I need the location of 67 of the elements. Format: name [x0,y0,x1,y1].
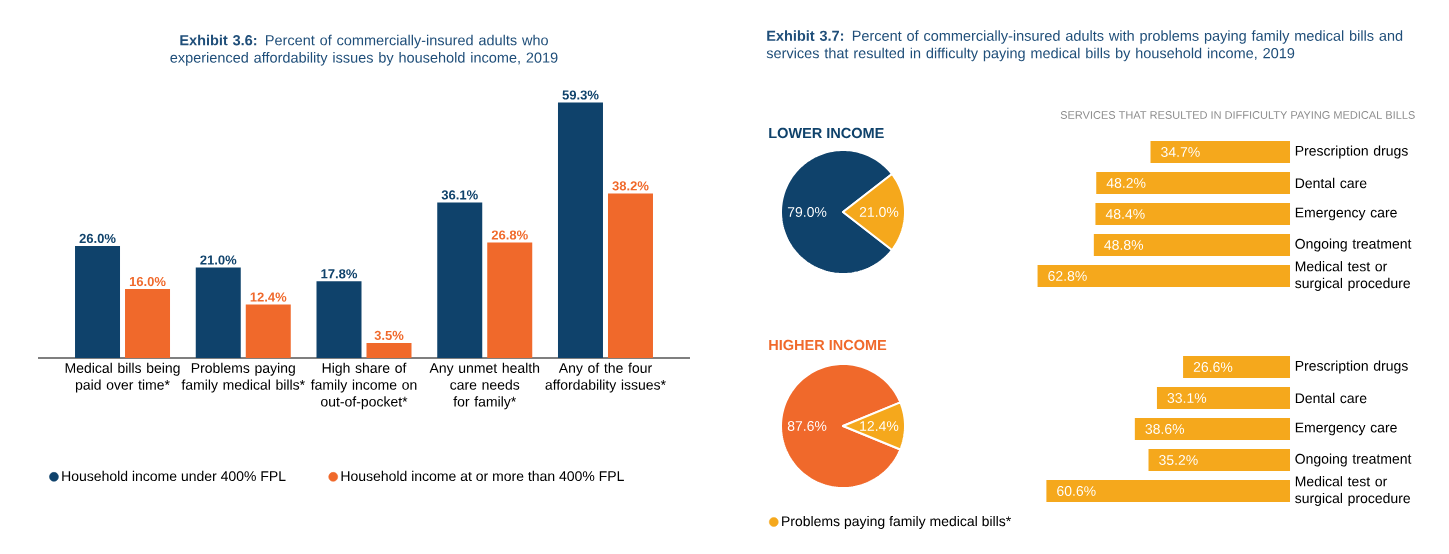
data-label: 48.8% [1104,240,1144,250]
x-tick-label: Any of the four affordability issues* [545,362,666,393]
data-label: 62.8% [1048,271,1087,281]
data-label: 48.2% [1106,178,1146,188]
y-tick-label: Prescription drugs [1295,360,1408,374]
data-label: 12.4% [250,292,287,302]
y-tick-label: Emergency care [1295,207,1397,221]
data-label: 17.8% [321,269,358,279]
bar [316,281,362,358]
bar [1096,171,1291,194]
bar [245,304,291,358]
y-tick-label: Medical test or surgical procedure [1295,261,1411,291]
x-tick-label: Problems paying family medical bills* [181,362,305,393]
bar [1148,449,1291,472]
bar [437,202,483,358]
data-label: 21.0% [200,255,237,265]
data-label: 38.2% [612,181,649,191]
data-label: 60.6% [1057,486,1096,496]
legend-label: Household income under 400% FPL [62,470,286,482]
chart-title: SERVICES THAT RESULTED IN DIFFICULTY PAYING MEDICAL BILLS [1060,111,1415,119]
bar [607,193,653,358]
bar [557,102,603,358]
data-label: 59.3% [562,90,599,100]
bar [487,242,533,358]
data-label: 12.4% [860,421,899,431]
bar [1046,480,1291,503]
data-label: 33.1% [1167,393,1207,403]
y-tick-label: Dental care [1295,392,1367,404]
data-label: 34.7% [1161,147,1200,157]
data-label: 36.1% [441,190,478,200]
y-tick-label: Prescription drugs [1295,145,1408,159]
y-tick-label: Dental care [1295,177,1367,189]
legend-label: Household income at or more than 400% FPL [341,470,624,482]
data-label: 16.0% [129,276,166,287]
legend-label: Problems paying family medical bills* [782,515,1011,529]
data-label: 87.6% [787,421,827,431]
data-label: 38.6% [1145,424,1185,434]
bar [1134,418,1291,441]
y-tick-label: Medical test or surgical procedure [1295,476,1411,506]
y-tick-label: Ongoing treatment [1295,453,1412,467]
x-tick-label: High share of family income on out-of-pocket* [310,362,417,410]
bar [1150,140,1291,163]
data-label: 35.2% [1159,455,1198,465]
chart-subtitle: HIGHER INCOME [769,339,887,351]
bar [1093,233,1291,256]
x-tick-label: Medical bills being paid over time* [65,362,180,393]
y-tick-label: Ongoing treatment [1295,238,1412,252]
data-label: 48.4% [1105,209,1145,219]
y-tick-label: Emergency care [1295,422,1397,436]
bar [1183,356,1291,379]
data-label: 26.6% [1193,362,1233,372]
bar [366,342,412,358]
chart-title: Exhibit 3.6: Percent of commercially-insured adults who experienced affordability issues by household income, 2019 [170,34,558,66]
data-label: 21.0% [859,207,899,217]
data-label: 3.5% [374,330,404,340]
text: Exhibit 3.7: Percent of commercially-insured adults with problems paying family medical bills and services that resulted in difficulty paying medical bills by household income, 2019 [766,30,1403,62]
bar [195,267,241,358]
chart-subtitle: LOWER INCOME [769,127,884,139]
bar [1037,264,1291,287]
bar [1156,387,1291,410]
data-label: 26.0% [79,233,116,244]
bar [1095,202,1291,225]
bar [125,289,171,358]
x-tick-label: Any unmet health care needs for family* [429,362,540,410]
data-label: 79.0% [787,207,827,217]
data-label: 26.8% [491,230,528,240]
bar [75,246,121,358]
